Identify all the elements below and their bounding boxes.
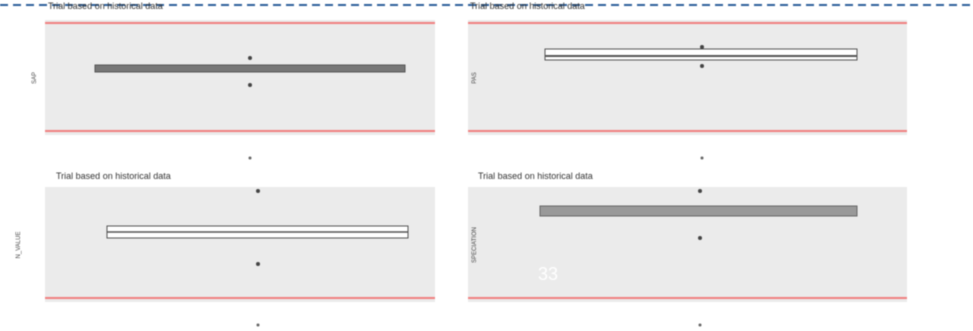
- outlier: [248, 83, 252, 87]
- outlier: [698, 189, 702, 193]
- tick-dot: [700, 156, 704, 160]
- panel-title: Trial based on historical data: [478, 171, 593, 181]
- panel-title: Trial based on historical data: [470, 1, 585, 11]
- plot-area: [468, 187, 907, 302]
- box: [94, 64, 406, 73]
- panel-title: Trial based on historical data: [48, 1, 163, 11]
- outlier: [256, 189, 260, 193]
- box: [544, 48, 858, 61]
- outlier: [700, 45, 704, 49]
- y-axis-label: N_VALUE: [16, 232, 22, 259]
- y-axis-label: SAP: [32, 72, 38, 84]
- outlier: [698, 236, 702, 240]
- outlier: [256, 262, 260, 266]
- y-axis-label: SPECIATION: [472, 227, 478, 263]
- tick-dot: [248, 156, 252, 160]
- y-axis-label: PAS: [472, 72, 478, 84]
- page-number: 33: [538, 264, 558, 284]
- plot-area: [45, 187, 435, 302]
- outlier: [700, 64, 704, 68]
- outlier: [248, 56, 252, 60]
- plot-area: [45, 20, 435, 135]
- box: [539, 205, 858, 217]
- plot-area: [468, 20, 907, 135]
- tick-dot: [698, 323, 702, 327]
- panel-title: Trial based on historical data: [56, 171, 171, 181]
- tick-dot: [256, 323, 260, 327]
